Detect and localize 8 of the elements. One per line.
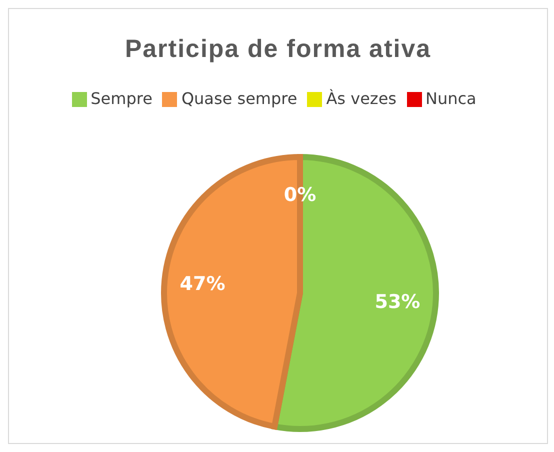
data-label: 53% — [374, 291, 420, 314]
legend-label: Às vezes — [326, 89, 396, 108]
legend-label: Sempre — [90, 89, 152, 108]
chart-title: Participa de forma ativa — [124, 35, 432, 64]
legend-label: Nunca — [426, 89, 476, 108]
data-label: 47% — [180, 272, 226, 295]
text: 0% — [284, 184, 316, 206]
legend-label: Quase sempre — [181, 89, 298, 108]
